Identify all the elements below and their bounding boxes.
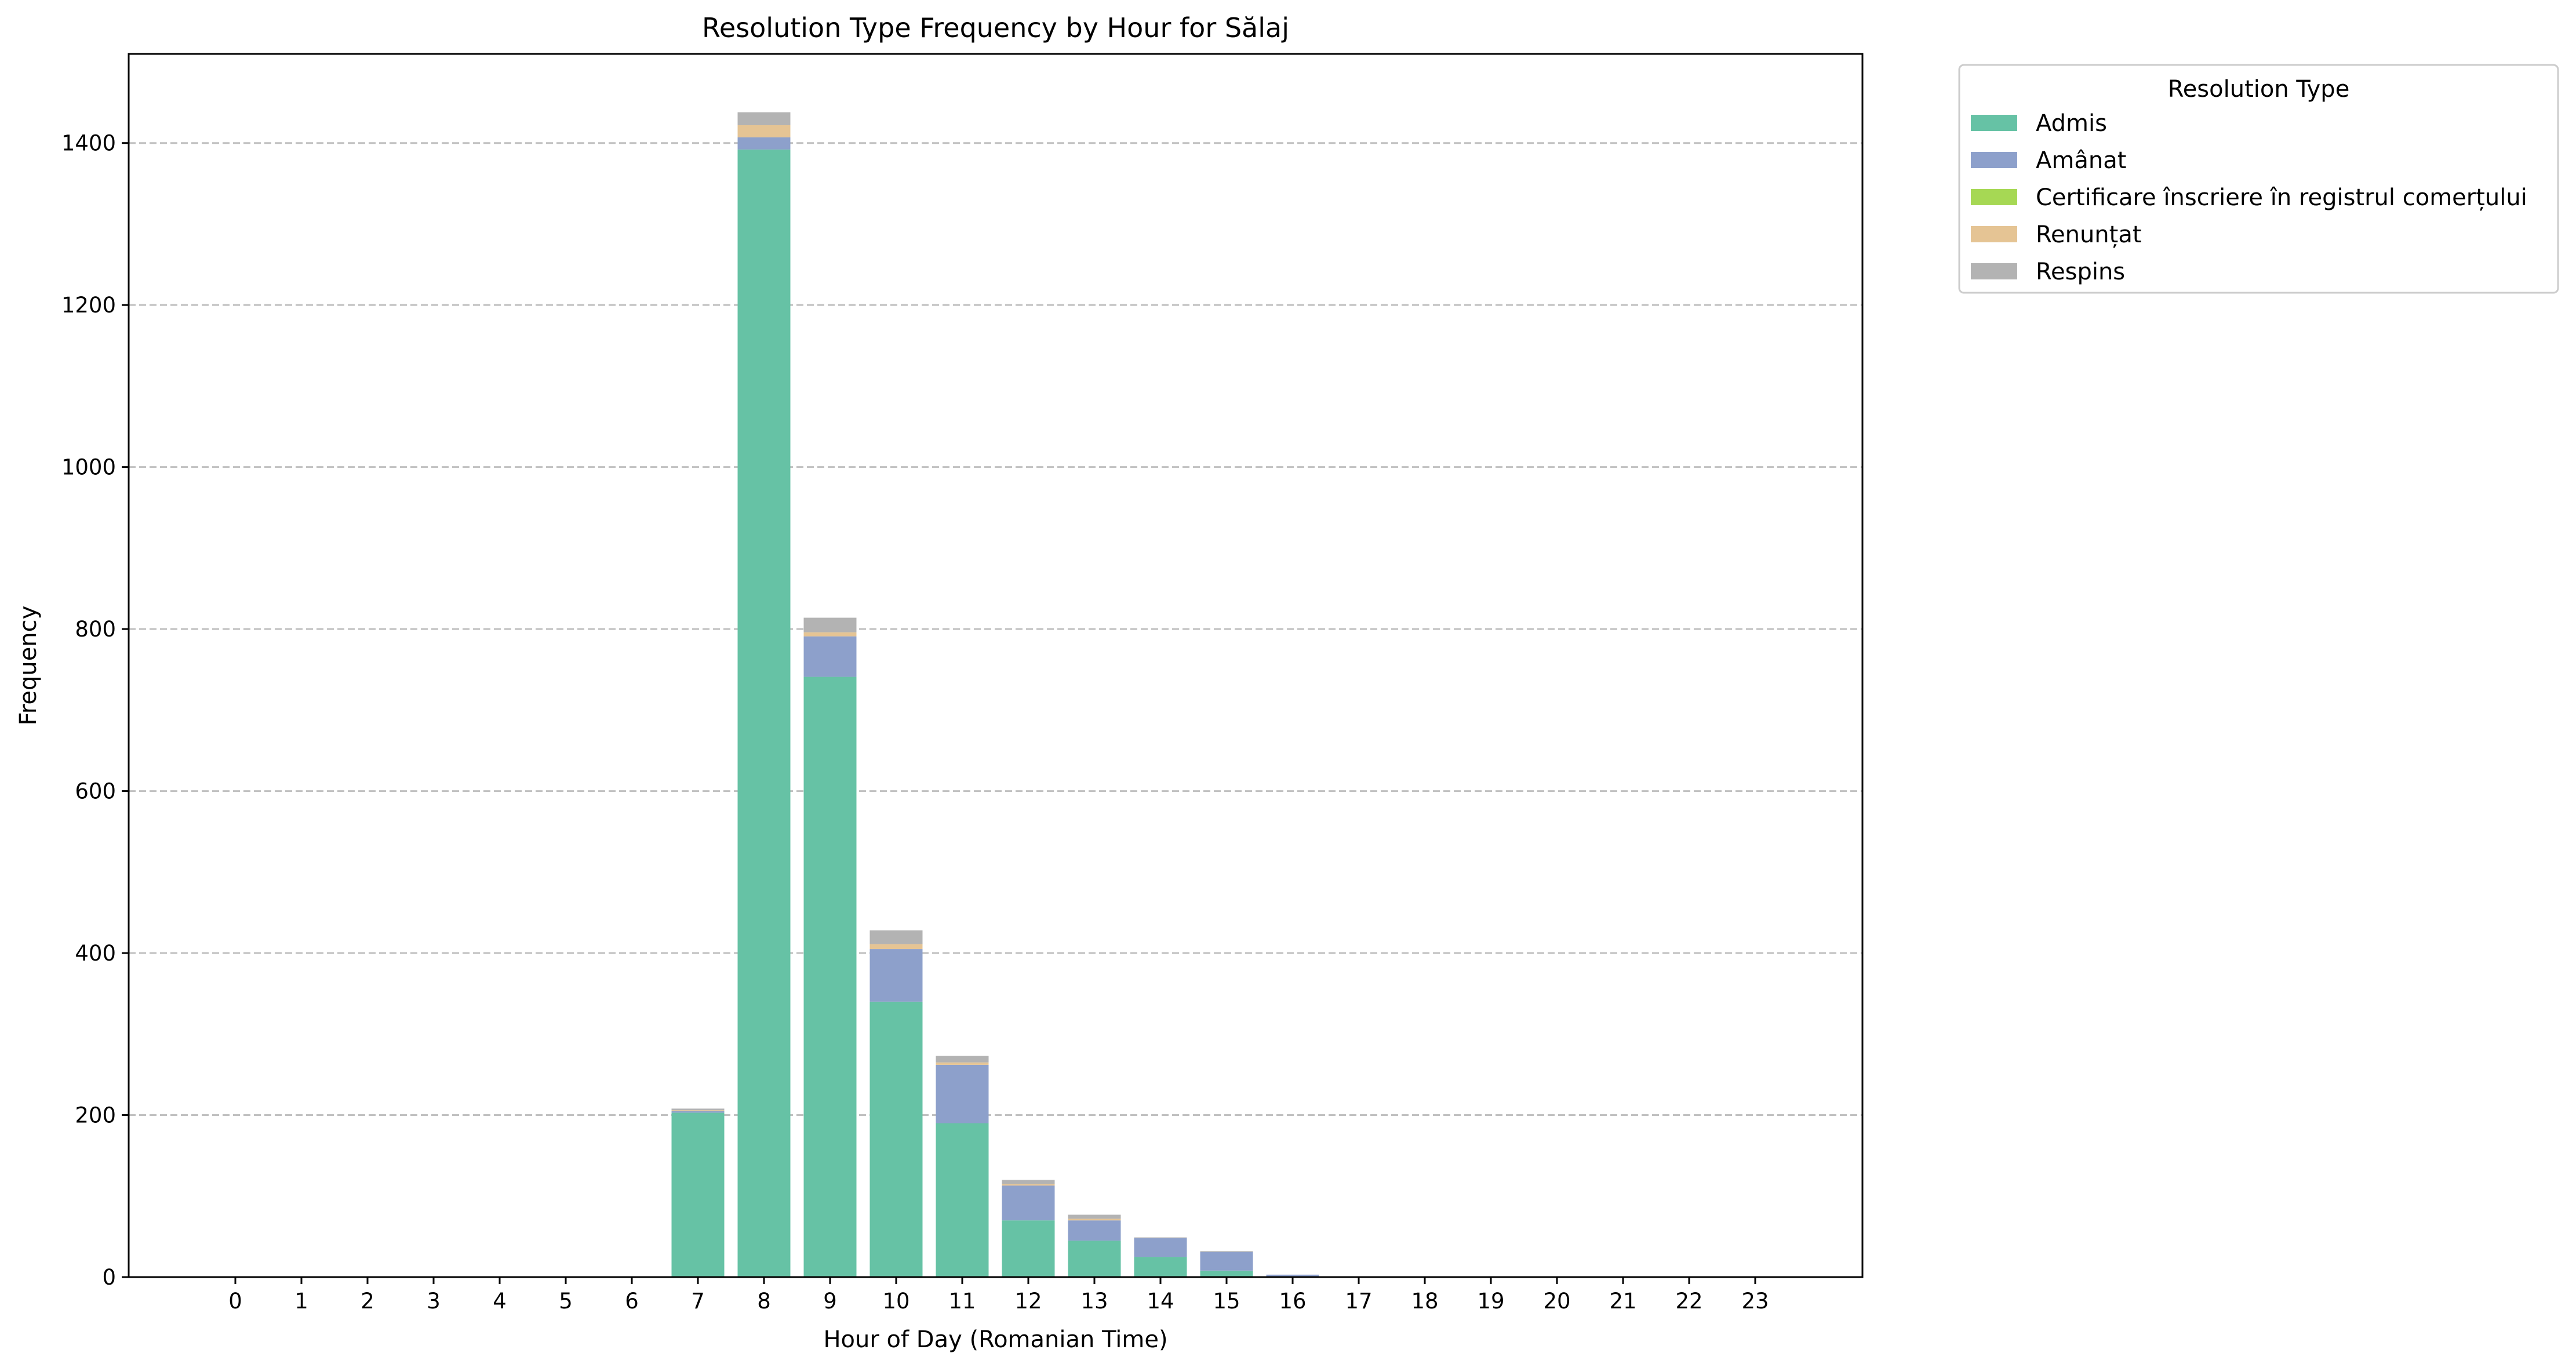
- bar-segment: [737, 112, 791, 125]
- bar-segment: [803, 636, 857, 677]
- bar-segment: [936, 1056, 989, 1063]
- bar-segment: [737, 125, 791, 137]
- x-tick-label: 12: [1014, 1289, 1042, 1314]
- x-tick-label: 16: [1279, 1289, 1306, 1314]
- bar-segment: [671, 1110, 725, 1111]
- x-tick-label: 4: [493, 1289, 507, 1314]
- bar-segment: [1002, 1180, 1055, 1184]
- y-axis-label: Frequency: [15, 606, 42, 726]
- x-tick-label: 5: [559, 1289, 573, 1314]
- x-tick-label: 2: [361, 1289, 374, 1314]
- legend-swatch: [1971, 189, 2017, 205]
- x-tick-label: 10: [882, 1289, 909, 1314]
- y-tick-label: 1400: [61, 131, 116, 156]
- x-axis-label: Hour of Day (Romanian Time): [823, 1326, 1167, 1353]
- x-tick-label: 8: [757, 1289, 771, 1314]
- bar-segment: [869, 1001, 923, 1277]
- bar-segment: [671, 1112, 725, 1277]
- chart-title: Resolution Type Frequency by Hour for Să…: [702, 12, 1289, 43]
- bar-segment: [803, 632, 857, 637]
- x-tick-label: 15: [1213, 1289, 1240, 1314]
- legend-swatch: [1971, 152, 2017, 168]
- x-tick-label: 3: [427, 1289, 441, 1314]
- legend-label: Respins: [2036, 259, 2125, 285]
- bar-segment: [1200, 1270, 1253, 1277]
- legend: Resolution Type Admis Amânat Certificare î…: [1958, 64, 2559, 294]
- bar-segment: [869, 949, 923, 1002]
- bar-segment: [803, 677, 857, 1277]
- x-tick-label: 9: [823, 1289, 837, 1314]
- x-tick-label: 7: [691, 1289, 705, 1314]
- bars: [671, 112, 1319, 1277]
- x-tick-label: 20: [1543, 1289, 1570, 1314]
- y-tick-label: 1200: [61, 293, 116, 318]
- y-tick-label: 0: [102, 1265, 116, 1290]
- y-tick-label: 600: [75, 779, 116, 804]
- bar-segment: [803, 617, 857, 632]
- legend-label: Amânat: [2036, 147, 2126, 174]
- bar-segment: [1200, 1251, 1253, 1252]
- bar-segment: [1068, 1241, 1121, 1277]
- legend-swatch: [1971, 115, 2017, 131]
- bar-segment: [737, 149, 791, 1277]
- legend-swatch: [1971, 226, 2017, 242]
- bar-segment: [936, 1062, 989, 1065]
- bar-segment: [936, 1064, 989, 1123]
- legend-items: Admis Amânat Certificare înscriere în regi…: [1971, 110, 2527, 285]
- bar-segment: [1002, 1185, 1055, 1221]
- x-tick-label: 11: [948, 1289, 976, 1314]
- y-axis-ticks: 0 200 400 600 800 1000 1200 1400: [61, 131, 129, 1290]
- bar-segment: [1068, 1219, 1121, 1221]
- legend-label: Renunțat: [2036, 221, 2142, 248]
- bar-segment: [671, 1111, 725, 1113]
- plot-frame: [128, 53, 1864, 1278]
- y-tick-label: 1000: [61, 455, 116, 480]
- x-tick-label: 23: [1741, 1289, 1769, 1314]
- x-tick-label: 22: [1675, 1289, 1702, 1314]
- bar-segment: [1068, 1214, 1121, 1219]
- x-tick-label: 14: [1147, 1289, 1174, 1314]
- gridlines: [129, 142, 1862, 1117]
- y-tick-label: 800: [75, 617, 116, 642]
- bar-segment: [1266, 1274, 1319, 1277]
- bar-segment: [869, 944, 923, 950]
- legend-box: [1958, 64, 2559, 294]
- legend-swatch: [1971, 263, 2017, 279]
- bar-segment: [1200, 1252, 1253, 1271]
- bar-segment: [1002, 1220, 1055, 1277]
- bar-segment: [869, 930, 923, 944]
- bar-segment: [671, 1108, 725, 1111]
- x-tick-label: 17: [1345, 1289, 1372, 1314]
- x-tick-label: 21: [1609, 1289, 1636, 1314]
- legend-title: Resolution Type: [2168, 76, 2350, 103]
- legend-label: Admis: [2036, 110, 2107, 137]
- bar-segment: [737, 137, 791, 150]
- x-tick-label: 13: [1080, 1289, 1108, 1314]
- bar-segment: [936, 1123, 989, 1277]
- y-tick-label: 200: [75, 1103, 116, 1128]
- x-tick-label: 18: [1411, 1289, 1438, 1314]
- x-tick-label: 19: [1477, 1289, 1504, 1314]
- x-tick-label: 1: [294, 1289, 308, 1314]
- bar-segment: [1134, 1238, 1187, 1257]
- bar-segment: [1068, 1220, 1121, 1241]
- x-tick-label: 0: [228, 1289, 242, 1314]
- bar-segment: [1002, 1184, 1055, 1186]
- legend-label: Certificare înscriere în registrul comer…: [2036, 184, 2527, 211]
- bar-segment: [1134, 1257, 1187, 1277]
- y-tick-label: 400: [75, 941, 116, 966]
- x-tick-label: 6: [625, 1289, 639, 1314]
- x-axis-ticks: 0 1 2 3 4 5 6 7 8 9 10 11 12 13 14 15 16 17 18 19 20 21 22 23: [228, 1277, 1769, 1314]
